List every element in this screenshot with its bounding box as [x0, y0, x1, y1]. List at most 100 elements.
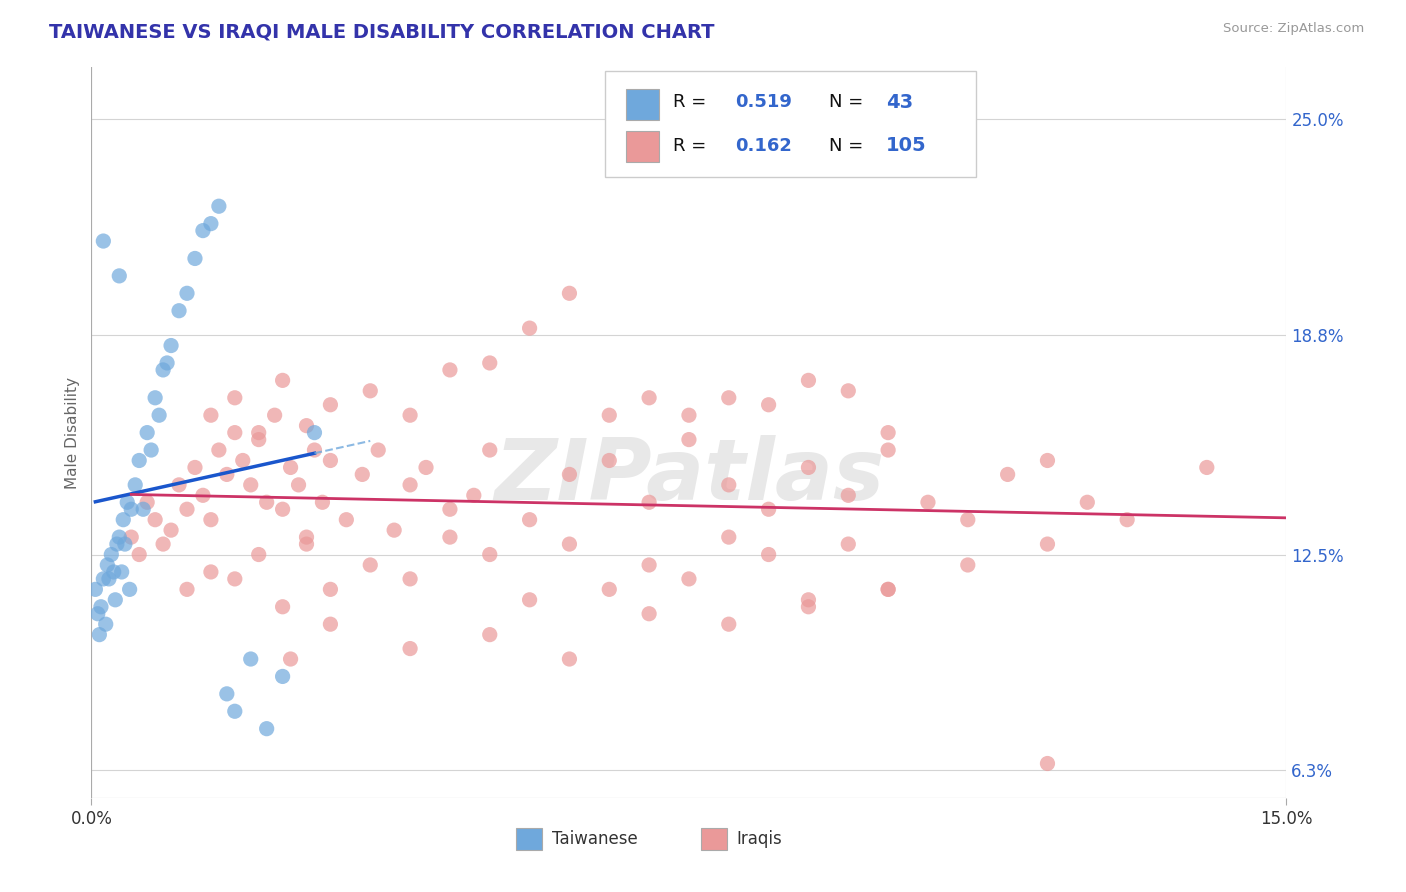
Point: [271, 502, 294, 516]
Point: [239, 478, 262, 492]
Point: [359, 384, 381, 398]
Point: [128, 548, 150, 562]
Point: [558, 652, 581, 666]
Point: [200, 217, 222, 231]
Point: [280, 460, 302, 475]
Point: [94, 617, 117, 632]
Point: [399, 641, 422, 656]
Point: [287, 478, 309, 492]
Point: [295, 530, 318, 544]
Point: [956, 558, 979, 572]
Text: 43: 43: [886, 93, 914, 112]
Text: 0.519: 0.519: [735, 93, 793, 111]
Point: [478, 627, 501, 641]
Text: TAIWANESE VS IRAQI MALE DISABILITY CORRELATION CHART: TAIWANESE VS IRAQI MALE DISABILITY CORRE…: [49, 22, 714, 41]
Point: [160, 338, 183, 352]
Text: N =: N =: [828, 136, 869, 155]
Point: [114, 537, 136, 551]
Point: [304, 443, 326, 458]
Point: [111, 565, 134, 579]
Point: [96, 558, 118, 572]
Point: [877, 443, 900, 458]
Point: [120, 502, 142, 516]
Point: [156, 356, 179, 370]
Point: [100, 548, 122, 562]
Point: [877, 582, 900, 597]
Point: [176, 502, 198, 516]
Point: [319, 398, 342, 412]
Point: [678, 572, 700, 586]
Point: [877, 582, 900, 597]
Point: [598, 453, 620, 467]
Point: [215, 687, 238, 701]
Point: [335, 513, 357, 527]
Point: [797, 373, 820, 387]
Point: [97, 572, 120, 586]
Point: [271, 599, 294, 614]
Point: [797, 592, 820, 607]
Point: [232, 453, 254, 467]
Point: [439, 502, 461, 516]
Point: [399, 572, 422, 586]
Point: [87, 607, 110, 621]
Point: [415, 460, 437, 475]
Point: [638, 558, 661, 572]
Point: [519, 321, 541, 335]
Point: [224, 425, 246, 440]
Point: [678, 408, 700, 422]
Point: [352, 467, 374, 482]
Point: [191, 224, 214, 238]
Point: [399, 478, 422, 492]
Point: [399, 408, 422, 422]
Point: [247, 425, 270, 440]
Point: [478, 443, 501, 458]
Point: [93, 572, 114, 586]
Point: [367, 443, 389, 458]
Point: [837, 384, 859, 398]
Point: [152, 363, 174, 377]
Point: [239, 652, 262, 666]
Point: [118, 582, 141, 597]
Point: [1036, 537, 1059, 551]
Point: [215, 467, 238, 482]
Point: [224, 704, 246, 718]
Point: [256, 495, 278, 509]
Point: [280, 652, 302, 666]
Point: [115, 495, 138, 509]
Point: [519, 592, 541, 607]
Point: [478, 356, 501, 370]
Point: [271, 669, 294, 683]
Point: [152, 537, 174, 551]
Point: [143, 391, 166, 405]
Point: [439, 363, 461, 377]
Point: [136, 495, 159, 509]
Point: [224, 572, 246, 586]
Point: [1036, 453, 1059, 467]
FancyBboxPatch shape: [516, 828, 541, 849]
Point: [208, 443, 231, 458]
Point: [1116, 513, 1139, 527]
Point: [638, 607, 661, 621]
Point: [167, 303, 190, 318]
Point: [90, 599, 112, 614]
Point: [304, 425, 326, 440]
Point: [519, 513, 541, 527]
Point: [108, 530, 131, 544]
Point: [558, 467, 581, 482]
Point: [439, 530, 461, 544]
FancyBboxPatch shape: [605, 70, 976, 177]
Point: [478, 548, 501, 562]
Point: [758, 502, 780, 516]
Point: [200, 408, 222, 422]
Point: [877, 425, 900, 440]
Point: [717, 617, 740, 632]
FancyBboxPatch shape: [626, 131, 659, 162]
Point: [1195, 460, 1218, 475]
Point: [558, 537, 581, 551]
Point: [598, 408, 620, 422]
Point: [638, 391, 661, 405]
Point: [638, 495, 661, 509]
Point: [176, 582, 198, 597]
Point: [200, 565, 222, 579]
FancyBboxPatch shape: [626, 89, 659, 120]
